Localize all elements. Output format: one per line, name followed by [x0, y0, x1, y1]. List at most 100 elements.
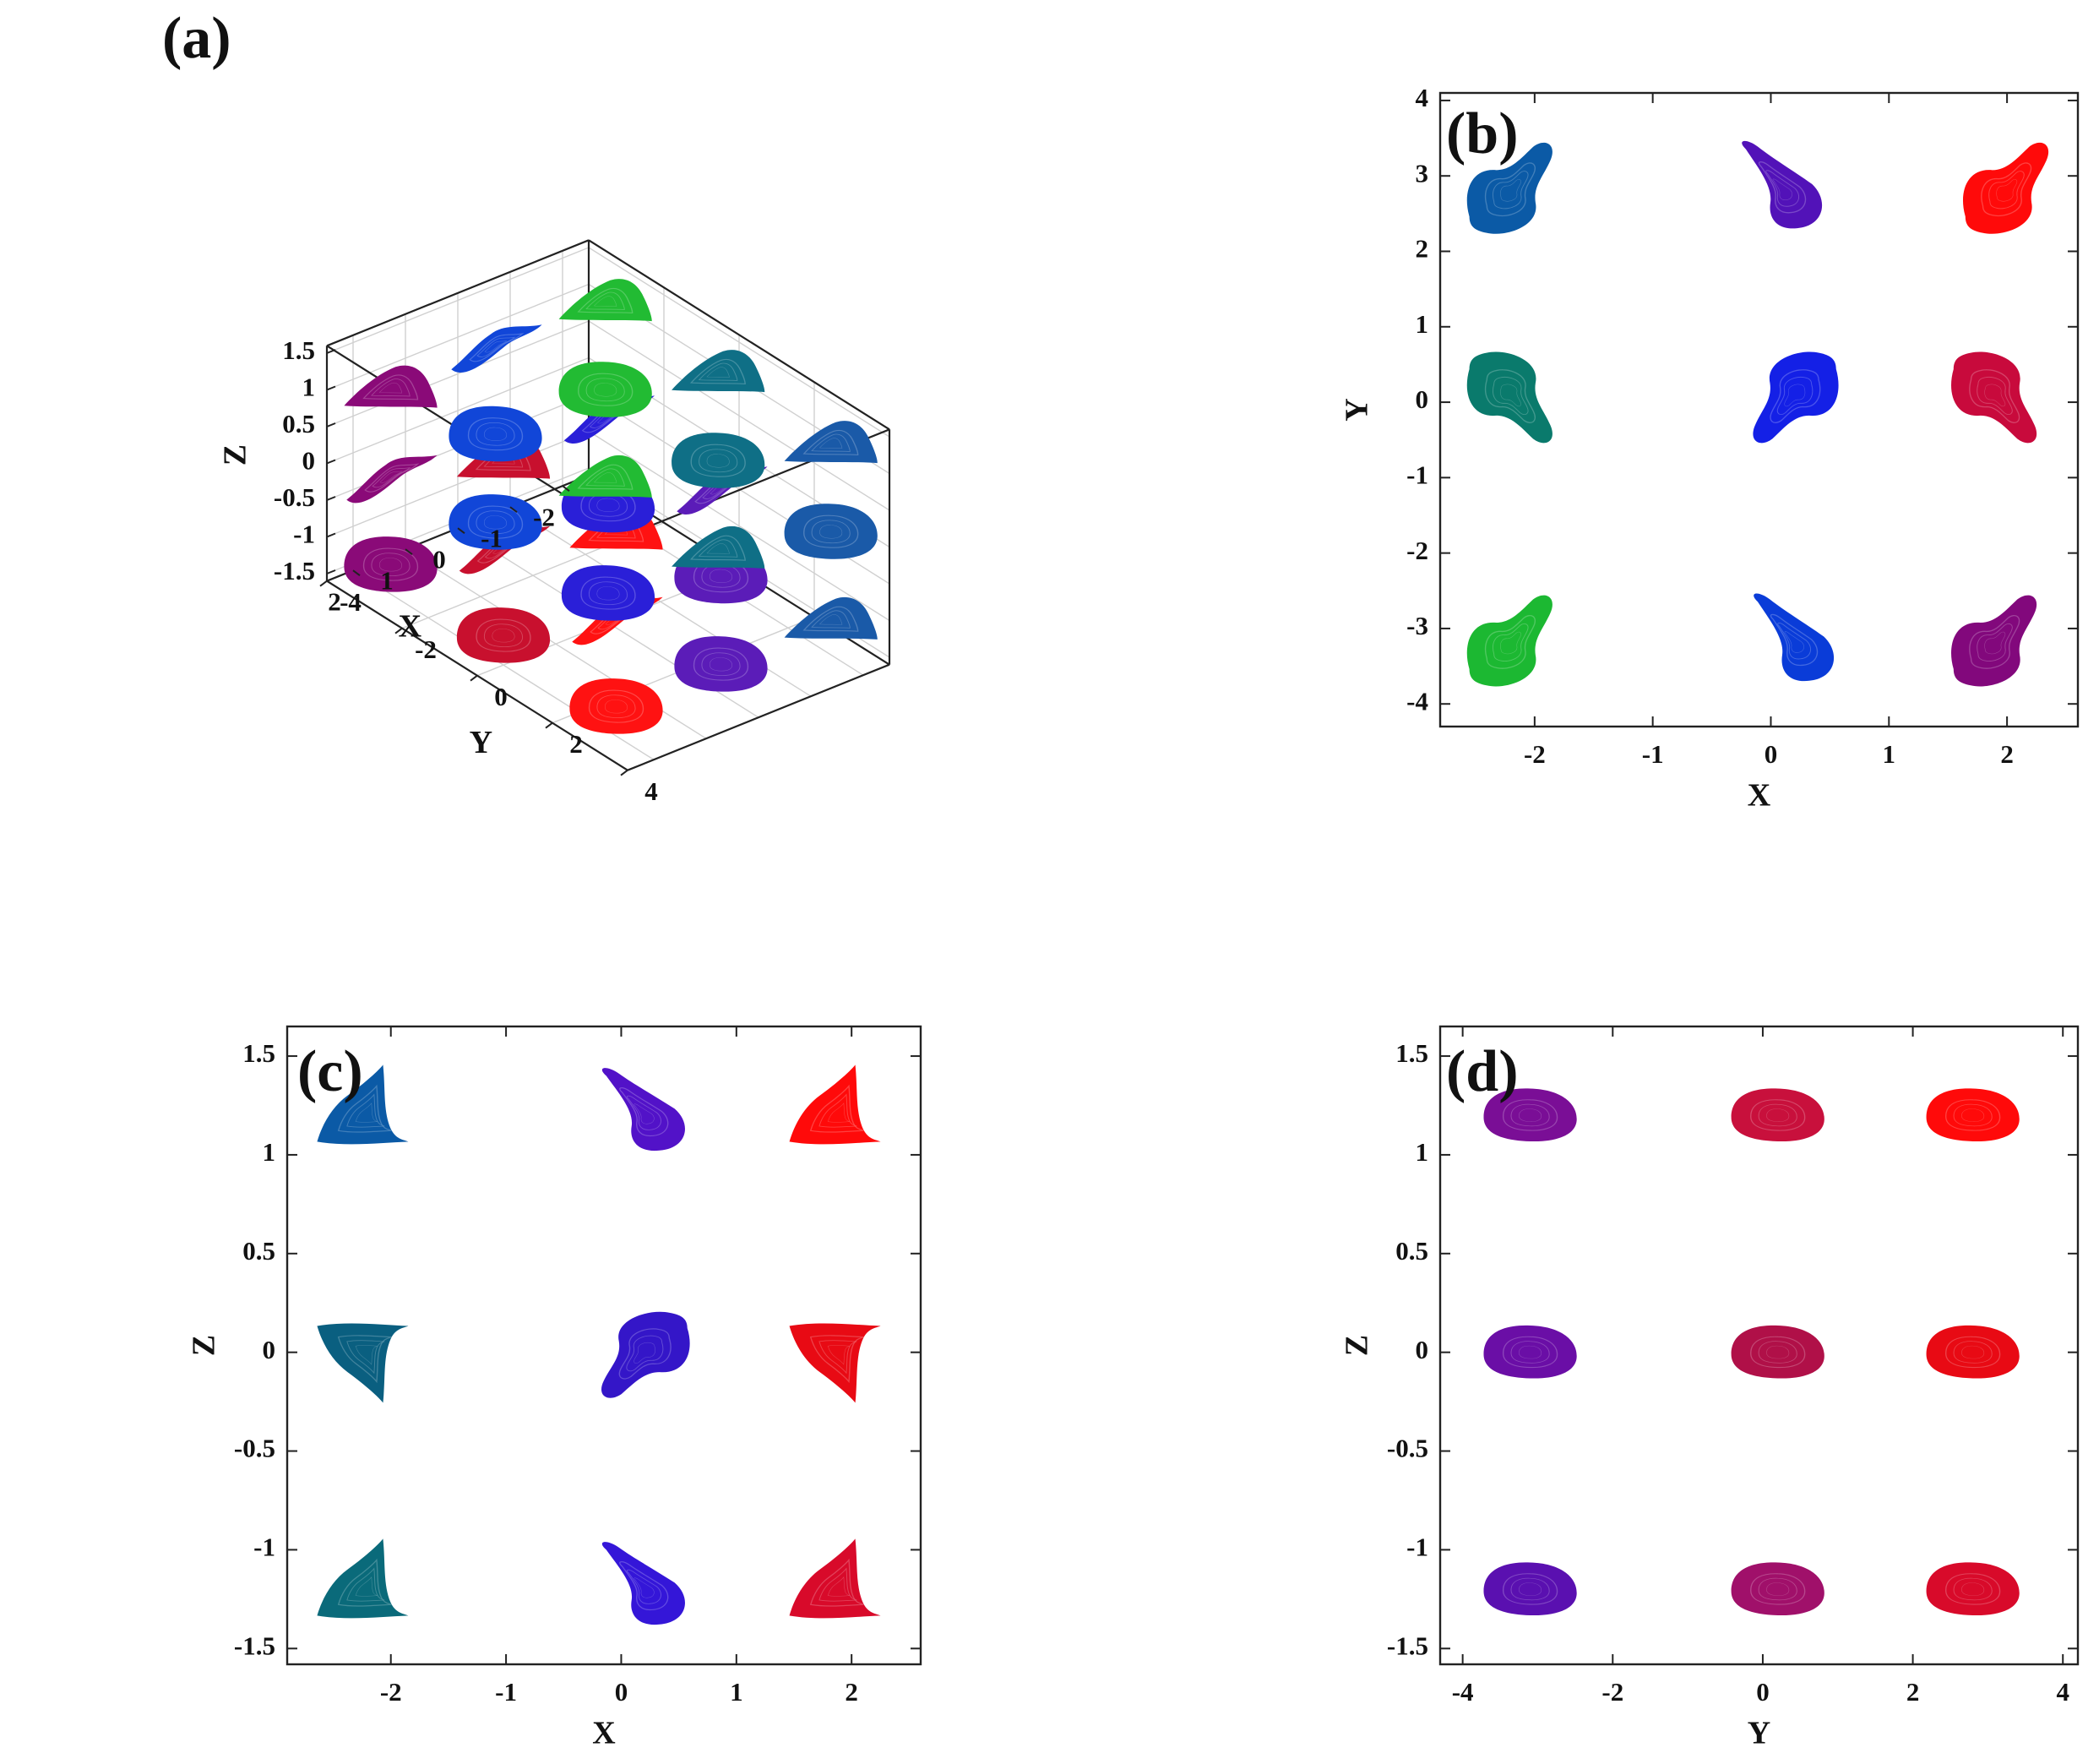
attractor-point — [789, 1064, 881, 1145]
attractor-point — [1483, 1325, 1577, 1379]
y-tick-label: -0.5 — [234, 1434, 275, 1463]
attractor-point — [346, 455, 438, 504]
attractor-point — [672, 350, 765, 393]
z-tick-mark — [326, 569, 336, 574]
attractor-point — [317, 1323, 409, 1403]
box-edge — [326, 239, 590, 347]
y-tick-label: 1 — [263, 1137, 276, 1167]
attractor-point — [789, 1538, 881, 1619]
attractor-point — [674, 636, 768, 692]
x-tick-label: 4 — [2056, 1677, 2069, 1707]
attractor-point — [317, 1538, 409, 1619]
y-tick-label: 4 — [644, 776, 658, 806]
attractor-point — [558, 279, 652, 322]
attractor-point — [601, 1068, 685, 1152]
attractor-point — [1483, 1562, 1577, 1616]
y-tick-label: -2 — [1406, 536, 1428, 565]
z-tick-mark — [326, 459, 336, 465]
attractor-point — [569, 678, 663, 734]
y-axis-label: Z — [1340, 1335, 1375, 1356]
attractor-point — [451, 324, 542, 373]
x-axis-label: X — [399, 608, 421, 644]
box-edge — [588, 239, 890, 431]
y-tick-label: 0.5 — [1395, 1236, 1428, 1266]
attractor-point — [601, 1311, 690, 1398]
y-axis-label: Z — [187, 1335, 222, 1356]
y-tick-label: -1 — [1406, 460, 1428, 489]
y-tick-label: 0 — [1416, 384, 1429, 414]
attractor-point — [1731, 1325, 1824, 1379]
attractor-point — [1753, 351, 1839, 444]
attractor-point — [344, 536, 438, 592]
z-tick-label: -1 — [293, 520, 315, 549]
attractor-point — [1926, 1562, 2020, 1616]
panel-label: (a) — [162, 6, 231, 71]
x-tick-mark — [405, 548, 413, 556]
z-tick-label: 1.5 — [282, 335, 315, 365]
x-tick-label: -2 — [380, 1677, 402, 1707]
x-tick-mark — [509, 506, 518, 514]
attractor-point — [456, 607, 551, 663]
plot-frame — [1438, 91, 2080, 728]
attractor-point — [601, 1542, 685, 1625]
x-tick-label: -2 — [533, 502, 555, 531]
panel-c-xz-projection: -2 -1 0 1 2 -1.5 -1 -0.5 0 0.5 1 1.5 X Z (c) — [187, 1025, 922, 1751]
x-tick-label: 0 — [615, 1677, 628, 1707]
attractor-point — [1483, 1088, 1577, 1142]
attractor-point — [789, 1323, 881, 1403]
attractor-point — [449, 406, 542, 462]
attractor-point — [1926, 1088, 2020, 1142]
x-tick-label: -1 — [1642, 739, 1664, 769]
panel-label: (d) — [1446, 1039, 1519, 1104]
z-tick-label: 0 — [302, 446, 316, 476]
attractor-point — [784, 596, 878, 640]
y-tick-mark — [394, 627, 403, 634]
x-tick-label: 0 — [1756, 1677, 1770, 1707]
y-tick-label: -1.5 — [234, 1631, 275, 1660]
y-tick-label: 4 — [1416, 83, 1429, 112]
x-tick-label: -4 — [1452, 1677, 1474, 1707]
z-tick-label: -0.5 — [274, 482, 315, 512]
x-tick-label: 1 — [380, 565, 394, 595]
y-tick-label: -1 — [253, 1533, 275, 1562]
panel-a-3d-plot: -1.5 -1 -0.5 0 0.5 1 1.5 Z -2 -1 0 1 2 X -4 -2 0 2 4 Y (a) — [162, 6, 891, 806]
x-axis-label: X — [592, 1716, 615, 1751]
panel-b-xy-projection: -2 -1 0 1 2 -4 -3 -2 -1 0 1 2 3 4 X Y (b) — [1340, 83, 2080, 814]
z-tick-mark — [326, 496, 336, 501]
box-edge — [627, 663, 890, 771]
y-axis-label: Y — [470, 725, 492, 760]
y-tick-label: -1.5 — [1387, 1631, 1428, 1660]
x-tick-label: -1 — [481, 523, 503, 553]
x-tick-label: 1 — [730, 1677, 743, 1707]
x-tick-label: 2 — [328, 586, 341, 616]
x-tick-label: -1 — [495, 1677, 517, 1707]
attractor-point — [449, 494, 542, 550]
attractor-point — [1466, 351, 1552, 444]
attractor-point — [558, 455, 652, 498]
y-tick-label: 1.5 — [242, 1038, 275, 1068]
y-tick-label: 2 — [569, 729, 583, 759]
y-tick-mark — [620, 769, 628, 776]
attractor-point — [317, 1064, 409, 1145]
x-tick-label: 0 — [1765, 739, 1778, 769]
y-tick-label: -0.5 — [1387, 1434, 1428, 1463]
x-tick-mark — [457, 527, 465, 535]
panel-label: (c) — [297, 1039, 363, 1104]
y-tick-label: 0 — [1416, 1335, 1429, 1364]
x-tick-label: 1 — [1883, 739, 1896, 769]
x-tick-mark — [562, 485, 570, 493]
y-tick-mark — [470, 674, 478, 682]
attractor-point — [1466, 142, 1552, 234]
attractor-point — [344, 365, 438, 408]
y-tick-label: 1 — [1416, 1137, 1429, 1167]
y-tick-mark — [319, 580, 328, 587]
x-tick-label: 2 — [845, 1677, 858, 1707]
y-tick-mark — [545, 721, 553, 729]
panel-d-yz-projection: -4 -2 0 2 4 -1.5 -1 -0.5 0 0.5 1 1.5 Y Z (d) — [1340, 1025, 2080, 1751]
y-tick-label: 3 — [1416, 158, 1429, 188]
y-tick-label: -4 — [340, 587, 362, 617]
attractor-point — [1731, 1088, 1824, 1142]
attractor-point — [672, 525, 765, 569]
z-tick-mark — [326, 349, 336, 354]
y-tick-label: -1 — [1406, 1533, 1428, 1562]
